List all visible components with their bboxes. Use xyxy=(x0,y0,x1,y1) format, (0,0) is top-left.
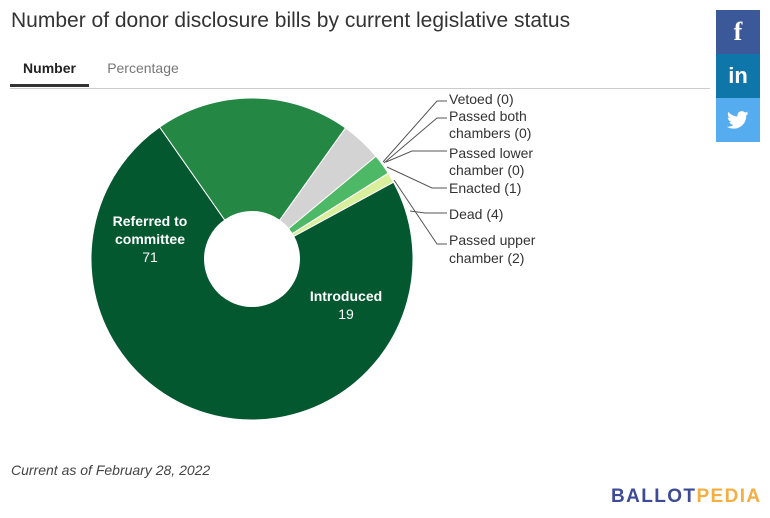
label-vetoed: Vetoed (0) xyxy=(449,91,514,107)
label-passed-lower-line2: chamber (0) xyxy=(449,162,524,178)
label-introduced-value: 19 xyxy=(338,306,354,322)
twitter-icon xyxy=(727,111,749,129)
ballotpedia-logo[interactable]: BALLOTPEDIA xyxy=(611,486,762,508)
leader-line xyxy=(385,150,447,163)
pie-slice[interactable] xyxy=(158,97,347,260)
share-buttons: f in xyxy=(716,10,760,142)
tab-percentage[interactable]: Percentage xyxy=(107,60,179,76)
linkedin-icon: in xyxy=(728,63,748,88)
leader-line xyxy=(393,179,447,245)
label-referred-line1: Referred to xyxy=(113,213,188,229)
label-passed-lower-line1: Passed lower xyxy=(449,145,533,161)
label-passed-both-line2: chambers (0) xyxy=(449,125,531,141)
logo-text-ballot: BALLOT xyxy=(611,486,697,507)
leader-line xyxy=(386,166,447,189)
footnote: Current as of February 28, 2022 xyxy=(11,462,211,478)
label-introduced: Introduced xyxy=(310,288,382,304)
label-passed-both-line1: Passed both xyxy=(449,108,527,124)
chart-title: Number of donor disclosure bills by curr… xyxy=(11,9,571,32)
label-enacted: Enacted (1) xyxy=(449,180,521,196)
leader-line xyxy=(383,117,447,164)
facebook-icon: f xyxy=(733,17,743,46)
logo-text-pedia: PEDIA xyxy=(696,486,762,507)
facebook-share-button[interactable]: f xyxy=(716,10,760,54)
label-referred-line2: committee xyxy=(115,231,185,247)
twitter-share-button[interactable] xyxy=(716,98,760,142)
donut-chart: Vetoed (0) Passed both chambers (0) Pass… xyxy=(90,91,536,421)
label-passed-upper-line1: Passed upper xyxy=(449,232,536,248)
tab-bar: Number Percentage xyxy=(10,58,710,89)
leader-line xyxy=(382,100,447,163)
label-passed-upper-line2: chamber (2) xyxy=(449,250,524,266)
label-referred-value: 71 xyxy=(142,249,158,265)
tab-number[interactable]: Number xyxy=(10,58,89,87)
label-dead: Dead (4) xyxy=(449,206,503,222)
donut-hole xyxy=(204,211,300,307)
linkedin-share-button[interactable]: in xyxy=(716,54,760,98)
